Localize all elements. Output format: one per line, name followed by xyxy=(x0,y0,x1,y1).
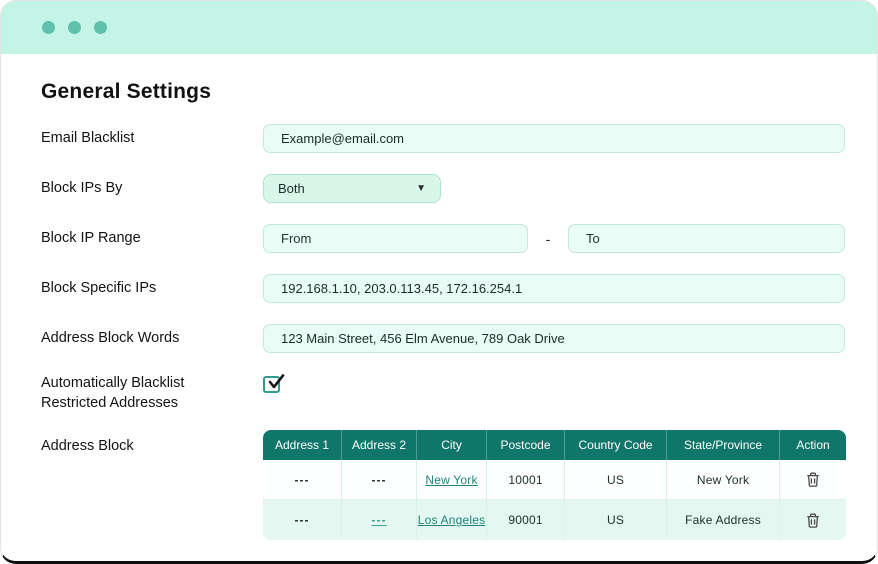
window-dot-2[interactable] xyxy=(68,21,81,34)
city-link[interactable]: Los Angeles xyxy=(417,513,486,528)
address-block-label: Address Block xyxy=(41,438,134,455)
header-action: Action xyxy=(796,438,830,453)
block-ip-range-row: Block IP Range - xyxy=(41,224,845,253)
cell-country-code: US xyxy=(565,460,668,500)
cell-country-code: US xyxy=(565,500,668,541)
block-ips-by-label: Block IPs By xyxy=(41,179,123,196)
address-block-table: Address 1 Address 2 City Postcode Countr… xyxy=(263,430,846,541)
cell-postcode: 90001 xyxy=(487,500,566,541)
cell-state-province: Fake Address xyxy=(667,500,781,541)
address2-link[interactable]: --- xyxy=(371,513,387,528)
check-icon xyxy=(268,374,285,389)
table-row: --- --- Los Angeles 90001 US Fake Addres… xyxy=(263,500,846,541)
address-block-words-input[interactable] xyxy=(263,324,845,353)
table-row: --- --- New York 10001 US New York xyxy=(263,460,846,501)
ip-range-to-input[interactable] xyxy=(568,224,845,253)
cell-postcode: 10001 xyxy=(487,460,566,500)
cell-address1: --- xyxy=(263,460,342,500)
header-address2: Address 2 xyxy=(342,430,418,461)
page-title: General Settings xyxy=(41,80,212,103)
header-postcode: Postcode xyxy=(487,430,566,461)
delete-row-button[interactable] xyxy=(802,509,824,532)
address-block-row: Address Block Address 1 Address 2 City P… xyxy=(41,430,846,541)
email-blacklist-label: Email Blacklist xyxy=(41,129,135,146)
table-header-row: Address 1 Address 2 City Postcode Countr… xyxy=(263,430,846,461)
cell-address1: --- xyxy=(263,500,342,541)
header-address1: Address 1 xyxy=(263,430,342,461)
block-ips-by-select[interactable]: Both ▼ xyxy=(263,174,441,203)
header-country-code: Country Code xyxy=(565,430,668,461)
ip-range-from-input[interactable] xyxy=(263,224,528,253)
window-titlebar xyxy=(1,1,877,54)
ip-range-separator: - xyxy=(545,230,551,247)
header-city: City xyxy=(417,430,488,461)
city-link[interactable]: New York xyxy=(425,472,478,487)
block-ip-range-label: Block IP Range xyxy=(41,229,141,246)
auto-blacklist-checkbox[interactable] xyxy=(263,374,285,393)
window-dot-3[interactable] xyxy=(94,21,107,34)
block-specific-ips-input[interactable] xyxy=(263,274,845,303)
address-block-words-label: Address Block Words xyxy=(41,329,180,346)
chevron-down-icon: ▼ xyxy=(416,183,426,194)
email-blacklist-input[interactable] xyxy=(263,124,845,153)
email-blacklist-row: Email Blacklist xyxy=(41,124,845,153)
auto-blacklist-label: Automatically Blacklist Restricted Addre… xyxy=(41,375,185,411)
block-ips-by-selected-value: Both xyxy=(278,181,305,196)
block-specific-ips-row: Block Specific IPs xyxy=(41,274,845,303)
cell-address2: --- xyxy=(342,460,418,500)
address-block-words-row: Address Block Words xyxy=(41,324,845,353)
auto-blacklist-row: Automatically Blacklist Restricted Addre… xyxy=(41,374,845,413)
trash-icon xyxy=(807,513,819,528)
header-state-province: State/Province xyxy=(667,430,781,461)
window-dot-1[interactable] xyxy=(42,21,55,34)
block-specific-ips-label: Block Specific IPs xyxy=(41,279,157,296)
cell-state-province: New York xyxy=(667,460,781,500)
delete-row-button[interactable] xyxy=(802,468,824,491)
trash-icon xyxy=(807,472,819,487)
block-ips-by-row: Block IPs By Both ▼ xyxy=(41,174,845,203)
